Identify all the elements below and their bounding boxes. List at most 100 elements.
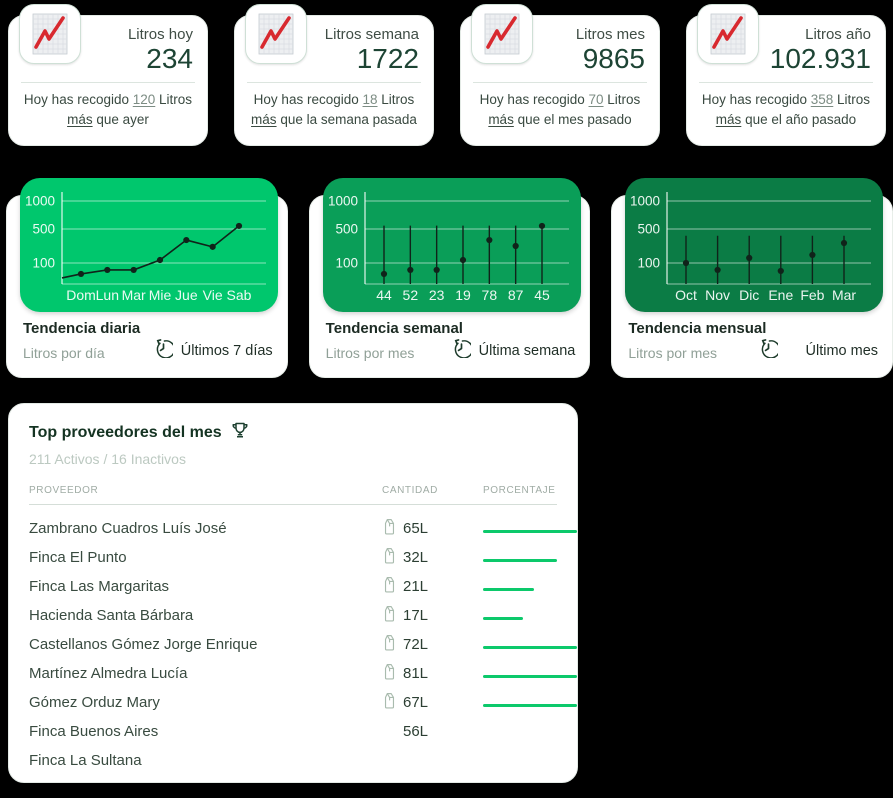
- cantidad-value: 81L: [403, 665, 429, 682]
- table-row[interactable]: Zambrano Cuadros Luís José 65L: [29, 514, 577, 543]
- table-row[interactable]: Martínez Almedra Lucía 81L: [29, 659, 577, 688]
- chart-increasing-icon: [245, 4, 307, 64]
- trend-period-label: Últimos 7 días: [180, 343, 273, 359]
- stat-value: 102.931: [769, 43, 871, 74]
- svg-text:500: 500: [335, 222, 358, 237]
- cantidad-value: 32L: [403, 549, 429, 566]
- divider: [21, 82, 195, 84]
- provider-name: Hacienda Santa Bárbara: [29, 607, 194, 624]
- column-headers: PROVEEDOR CANTIDAD PORCENTAJE: [29, 485, 557, 505]
- svg-text:78: 78: [481, 287, 497, 303]
- stat-description: Hoy has recogido 18 Litros más que la se…: [235, 83, 433, 131]
- svg-text:Lun: Lun: [96, 287, 119, 303]
- svg-text:100: 100: [638, 256, 661, 271]
- table-title: Top proveedores del mes: [29, 423, 222, 441]
- desc-suffix: que el año pasado: [745, 112, 857, 128]
- trend-period: Últimos 7 días: [154, 339, 273, 363]
- desc-emphasis: más: [67, 112, 93, 128]
- table-row[interactable]: Finca La Sultana: [29, 746, 557, 775]
- stat-label: Litros hoy: [127, 26, 193, 43]
- svg-text:45: 45: [534, 287, 550, 303]
- svg-text:Sab: Sab: [227, 287, 252, 303]
- desc-suffix: que la semana pasada: [280, 112, 417, 128]
- col-header-cantidad: CANTIDAD: [382, 485, 438, 496]
- table-row[interactable]: Gómez Orduz Mary 67L: [29, 688, 577, 717]
- stat-label: Litros año: [805, 26, 871, 43]
- svg-text:Dom: Dom: [66, 287, 96, 303]
- stat-value: 234: [146, 43, 193, 74]
- chart-increasing-icon: [19, 4, 81, 64]
- desc-prefix: Hoy has recogido: [701, 92, 807, 108]
- svg-text:Mar: Mar: [122, 287, 146, 303]
- desc-emphasis: más: [715, 112, 742, 128]
- cantidad-value: 21L: [403, 578, 429, 595]
- percentage-bar: [483, 703, 577, 707]
- percentage-bar: [483, 674, 577, 678]
- table-row[interactable]: Finca Buenos Aires 56L: [29, 717, 557, 746]
- stat-label: Litros semana: [324, 26, 419, 43]
- desc-suffix: que ayer: [96, 112, 149, 128]
- desc-prefix: Hoy has recogido: [253, 92, 359, 108]
- svg-text:Nov: Nov: [705, 287, 730, 303]
- milk-carton-icon: [382, 691, 397, 715]
- svg-text:Oct: Oct: [675, 287, 697, 303]
- chart-increasing-icon: [697, 4, 759, 64]
- stat-label: Litros mes: [575, 26, 645, 43]
- stat-description: Hoy has recogido 70 Litros más que el me…: [461, 83, 659, 131]
- trophy-icon: [231, 421, 249, 444]
- divider: [699, 82, 873, 84]
- svg-text:Ene: Ene: [769, 287, 794, 303]
- cantidad-value: 65L: [403, 520, 429, 537]
- table-row[interactable]: Castellanos Gómez Jorge Enrique 72L: [29, 630, 577, 659]
- desc-middle: Litros: [381, 92, 415, 108]
- trend-period-label: Última semana: [478, 343, 576, 359]
- svg-text:44: 44: [376, 287, 392, 303]
- svg-text:Jue: Jue: [175, 287, 198, 303]
- provider-name: Martínez Almedra Lucía: [29, 665, 188, 682]
- divider: [473, 82, 647, 84]
- milk-carton-icon: [382, 662, 397, 686]
- provider-name: Castellanos Gómez Jorge Enrique: [29, 636, 258, 653]
- desc-middle: Litros: [837, 92, 871, 108]
- svg-text:Dic: Dic: [739, 287, 759, 303]
- svg-text:500: 500: [638, 222, 661, 237]
- trend-card-mensual: 1000 500 100 Oct Nov Dic Ene Feb Mar Tendencia m…: [611, 178, 893, 378]
- milk-carton-icon: [382, 517, 397, 541]
- svg-text:100: 100: [32, 256, 55, 271]
- milk-carton-icon: [382, 604, 397, 628]
- provider-name: Finca Las Margaritas: [29, 578, 170, 595]
- trend-period-label: Último mes: [805, 343, 879, 359]
- daily-trend-chart: 1000 500 100 Dom Lun Mar Mie Jue Vie Sab: [20, 178, 278, 312]
- trend-title: Tendencia semanal: [325, 320, 463, 337]
- trend-period: Última semana: [452, 339, 576, 363]
- trend-card-semanal: 1000 500 100 44 52 23 19 78 87 45 Tendencia seman…: [308, 178, 591, 378]
- trends-row: 1000 500 100 Dom Lun Mar Mie Jue Vie Sab Tendenci…: [0, 146, 893, 378]
- desc-amount: 358: [810, 92, 834, 108]
- desc-suffix: que el mes pasado: [517, 112, 632, 128]
- table-row[interactable]: Hacienda Santa Bárbara 17L: [29, 601, 557, 630]
- stat-card-litros-semana: Litros semana 1722 Hoy has recogido 18 L…: [234, 4, 434, 146]
- percentage-bar: [483, 645, 577, 649]
- percentage-bar: [483, 616, 523, 620]
- stat-value: 1722: [356, 43, 419, 74]
- provider-name: Finca La Sultana: [29, 752, 142, 769]
- svg-text:100: 100: [335, 256, 358, 271]
- trend-title: Tendencia diaria: [23, 320, 141, 337]
- provider-name: Zambrano Cuadros Luís José: [29, 520, 227, 537]
- clock-history-icon: [759, 339, 780, 363]
- milk-carton-icon: [382, 546, 397, 570]
- desc-middle: Litros: [159, 92, 193, 108]
- desc-amount: 18: [362, 92, 378, 108]
- cantidad-value: 72L: [403, 636, 429, 653]
- provider-name: Finca El Punto: [29, 549, 127, 566]
- table-row[interactable]: Finca Las Margaritas 21L: [29, 572, 557, 601]
- chart-increasing-icon: [471, 4, 533, 64]
- col-header-proveedor: PROVEEDOR: [29, 485, 99, 496]
- table-row[interactable]: Finca El Punto 32L: [29, 543, 557, 572]
- stat-description: Hoy has recogido 358 Litros más que el a…: [687, 83, 885, 131]
- trend-card-diaria: 1000 500 100 Dom Lun Mar Mie Jue Vie Sab Tendenci…: [6, 178, 288, 378]
- col-header-porcentaje: PORCENTAJE: [483, 485, 556, 496]
- desc-emphasis: más: [251, 112, 277, 128]
- monthly-trend-chart: 1000 500 100 Oct Nov Dic Ene Feb Mar: [625, 178, 884, 312]
